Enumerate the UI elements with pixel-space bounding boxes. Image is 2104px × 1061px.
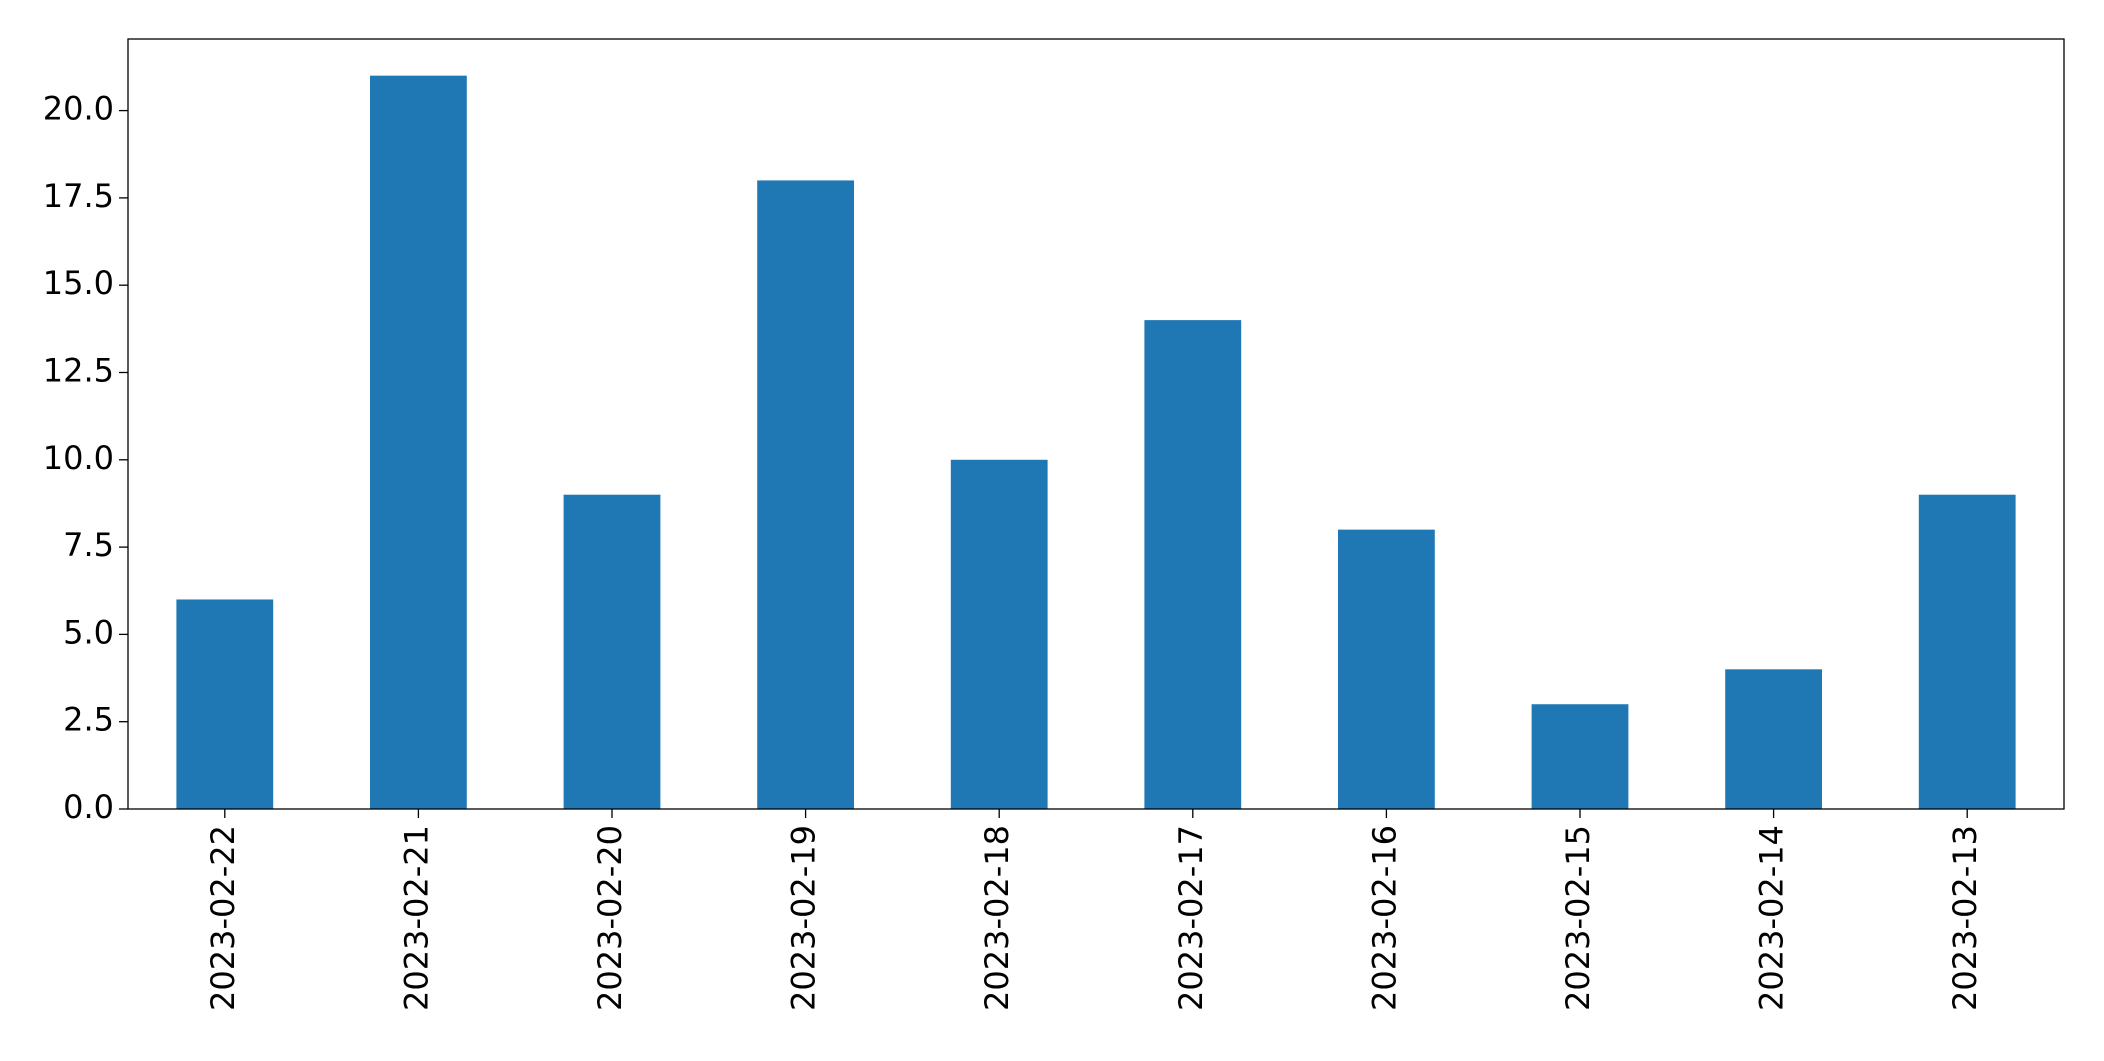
x-tick-label: 2023-02-14: [1753, 825, 1791, 1011]
x-tick-label: 2023-02-22: [204, 825, 242, 1011]
x-tick-label: 2023-02-13: [1946, 825, 1984, 1011]
x-tick-label: 2023-02-15: [1559, 825, 1597, 1011]
plot-frame: [127, 38, 2065, 810]
y-tick-label: 20.0: [43, 90, 114, 128]
y-tick-label: 0.0: [63, 788, 114, 826]
x-tick-label: 2023-02-18: [978, 825, 1016, 1011]
bar: [1918, 494, 2016, 809]
x-tick-label: 2023-02-17: [1172, 825, 1210, 1011]
bar: [757, 180, 854, 809]
x-tick-label: 2023-02-19: [785, 825, 823, 1011]
bar: [1144, 320, 1242, 809]
bar: [1531, 704, 1629, 809]
bar: [1338, 529, 1435, 809]
bar: [176, 599, 274, 809]
x-tick-label: 2023-02-20: [591, 825, 629, 1011]
bar: [563, 494, 661, 809]
y-tick-label: 15.0: [43, 264, 114, 302]
bar: [1725, 669, 1822, 809]
y-tick-label: 2.5: [63, 701, 114, 739]
x-tick-label: 2023-02-21: [397, 825, 435, 1011]
x-tick-label: 2023-02-16: [1365, 825, 1403, 1011]
bar: [370, 75, 467, 809]
y-tick-label: 7.5: [63, 526, 114, 564]
y-tick-label: 10.0: [43, 439, 114, 477]
y-tick-label: 5.0: [63, 613, 114, 651]
y-tick-label: 12.5: [43, 351, 114, 389]
y-tick-label: 17.5: [43, 177, 114, 215]
bar: [950, 459, 1048, 809]
